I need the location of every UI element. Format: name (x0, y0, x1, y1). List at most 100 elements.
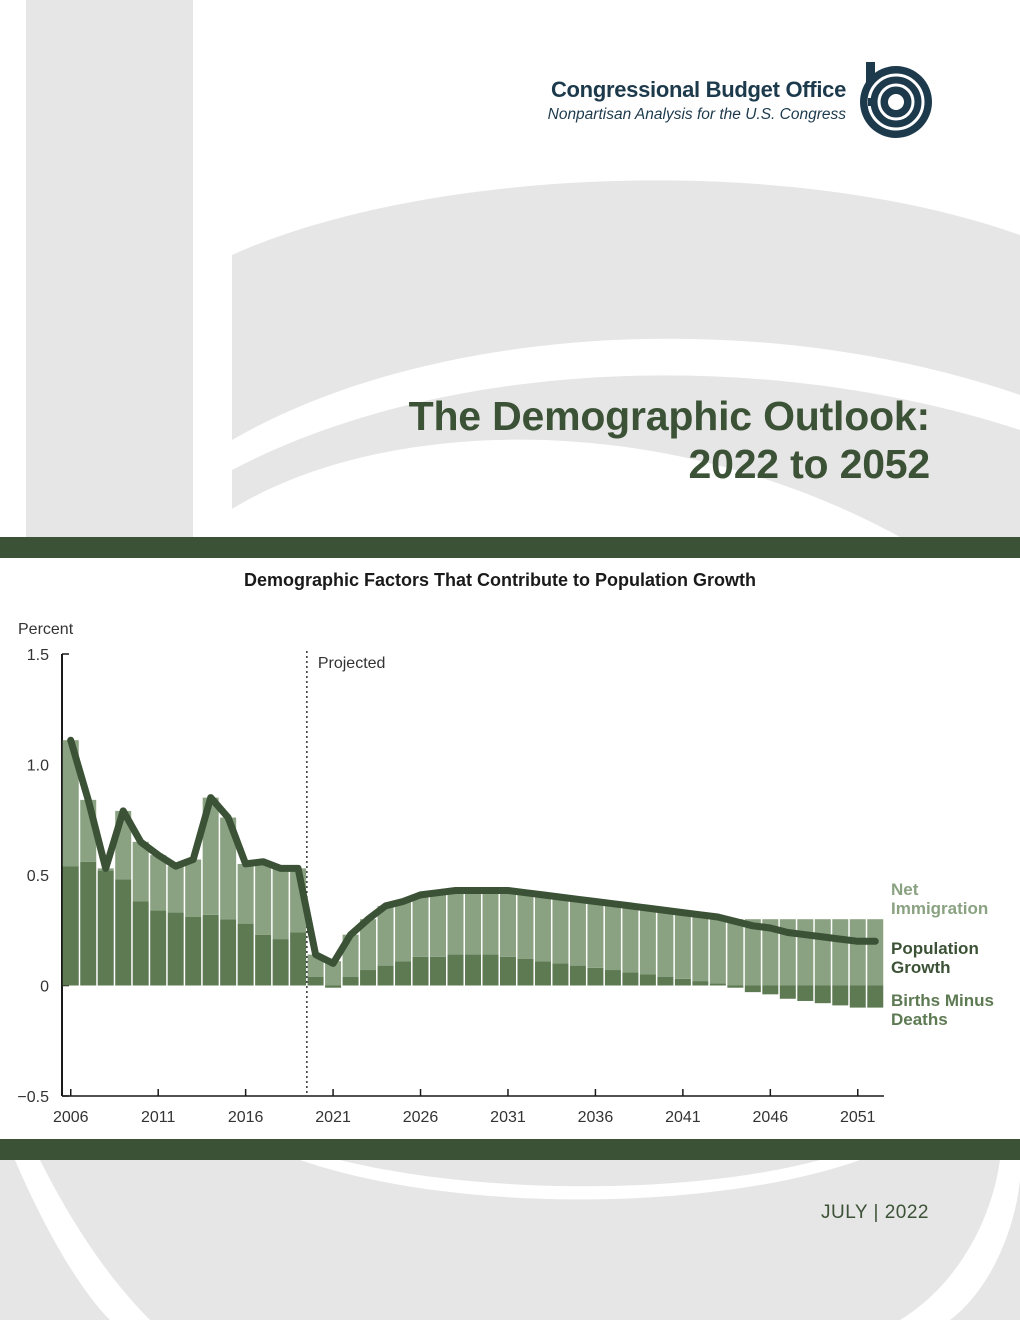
bar-net-immigration (622, 905, 639, 973)
population-growth-line (67, 736, 879, 967)
bar-net-immigration (534, 894, 551, 962)
bar-births-minus-deaths (744, 985, 761, 993)
report-title: The Demographic Outlook: 2022 to 2052 (408, 392, 931, 488)
bar-net-immigration (762, 919, 779, 986)
legend-label-net-immigration: Net (891, 880, 919, 899)
bar-net-immigration (499, 890, 516, 957)
x-tick-label: 2021 (315, 1109, 351, 1126)
bar-births-minus-deaths (115, 879, 132, 986)
bar-births-minus-deaths (307, 976, 324, 986)
bar-births-minus-deaths (534, 961, 551, 986)
bar-net-immigration (692, 914, 709, 982)
bar-births-minus-deaths (97, 870, 114, 986)
bar-births-minus-deaths (150, 910, 167, 986)
cbo-logo (860, 62, 932, 138)
bar-births-minus-deaths (657, 976, 674, 986)
bar-births-minus-deaths (797, 985, 814, 1001)
bar-net-immigration (220, 817, 237, 920)
bar-net-immigration (587, 901, 604, 968)
bar-births-minus-deaths (587, 967, 604, 986)
bar-births-minus-deaths (517, 958, 534, 986)
bar-births-minus-deaths (622, 972, 639, 986)
bar-net-immigration (832, 919, 849, 986)
x-tick-label: 2026 (403, 1109, 439, 1126)
bar-net-immigration (237, 863, 254, 924)
bar-births-minus-deaths (762, 985, 779, 995)
y-tick-label: 0.5 (27, 868, 49, 885)
x-tick-label: 2011 (141, 1109, 176, 1126)
top-band (0, 537, 1020, 558)
report-title-line1: The Demographic Outlook: (408, 393, 931, 439)
bar-net-immigration (150, 855, 167, 911)
bar-net-immigration (447, 890, 464, 955)
bar-births-minus-deaths (185, 916, 202, 986)
x-tick-label: 2036 (578, 1109, 614, 1126)
projected-label: Projected (318, 655, 386, 672)
bar-births-minus-deaths (62, 866, 79, 986)
publication-date: JULY | 2022 (821, 1202, 929, 1223)
bar-births-minus-deaths (395, 961, 412, 986)
bar-births-minus-deaths (220, 919, 237, 986)
x-tick-label: 2016 (228, 1109, 264, 1126)
chart-title: Demographic Factors That Contribute to P… (244, 570, 756, 590)
bar-births-minus-deaths (360, 970, 377, 986)
bar-births-minus-deaths (325, 985, 342, 988)
legend-label-births-minus-deaths: Births Minus (891, 991, 994, 1010)
legend-label-net-immigration: Immigration (891, 899, 988, 918)
bar-net-immigration (639, 908, 656, 975)
bar-births-minus-deaths (604, 970, 621, 986)
bar-births-minus-deaths (167, 912, 184, 986)
bar-births-minus-deaths (849, 985, 866, 1008)
bar-births-minus-deaths (412, 956, 429, 986)
bar-net-immigration (185, 859, 202, 917)
bar-births-minus-deaths (202, 914, 219, 986)
bar-births-minus-deaths (727, 985, 744, 988)
bar-births-minus-deaths (779, 985, 796, 999)
bar-births-minus-deaths (290, 932, 307, 986)
bar-net-immigration (867, 919, 884, 986)
bar-births-minus-deaths (465, 954, 481, 986)
bar-births-minus-deaths (342, 976, 359, 986)
legend-label-population-growth: Growth (891, 958, 951, 977)
bar-net-immigration (604, 903, 621, 971)
bar-births-minus-deaths (639, 974, 656, 986)
bar-net-immigration (517, 892, 534, 959)
population-growth-chart: Percent 1.5 1.0 0.5 0 −0.5 Projected 2006 2011 20… (17, 621, 994, 1126)
bar-births-minus-deaths (814, 985, 831, 1004)
org-name: Congressional Budget Office (550, 77, 846, 102)
bottom-band (0, 1139, 1020, 1160)
x-tick-label: 2046 (753, 1109, 789, 1126)
bar-births-minus-deaths (552, 963, 569, 986)
y-tick-label: 0 (40, 979, 49, 996)
bar-net-immigration (569, 899, 586, 966)
bar-net-immigration (482, 890, 499, 955)
legend-label-births-minus-deaths: Deaths (891, 1010, 948, 1029)
bar-net-immigration (255, 861, 272, 935)
bar-net-immigration (62, 740, 79, 867)
bar-births-minus-deaths (709, 983, 726, 986)
cbo-header: Congressional Budget Office Nonpartisan … (547, 77, 847, 125)
bar-net-immigration (814, 919, 831, 986)
bar-net-immigration (465, 890, 481, 955)
chart-panel: Demographic Factors That Contribute to P… (0, 558, 1020, 1139)
bar-births-minus-deaths (447, 954, 464, 986)
bar-net-immigration (727, 919, 744, 986)
org-tagline: Nonpartisan Analysis for the U.S. Congre… (547, 106, 846, 123)
bar-net-immigration (849, 919, 866, 986)
bar-net-immigration (412, 894, 429, 957)
bar-net-immigration (552, 897, 569, 964)
bar-births-minus-deaths (569, 965, 586, 986)
y-axis-label: Percent (18, 621, 74, 638)
bar-net-immigration (360, 919, 377, 971)
y-tick-label: −0.5 (17, 1089, 49, 1106)
bar-net-immigration (132, 841, 149, 902)
bar-net-immigration (202, 797, 219, 915)
bar-births-minus-deaths (482, 954, 499, 986)
bar-net-immigration (395, 901, 412, 962)
x-tick-label: 2031 (490, 1109, 526, 1126)
bar-births-minus-deaths (80, 861, 97, 986)
bar-net-immigration (657, 910, 674, 977)
x-tick-label: 2006 (53, 1109, 89, 1126)
bar-net-immigration (709, 916, 726, 984)
